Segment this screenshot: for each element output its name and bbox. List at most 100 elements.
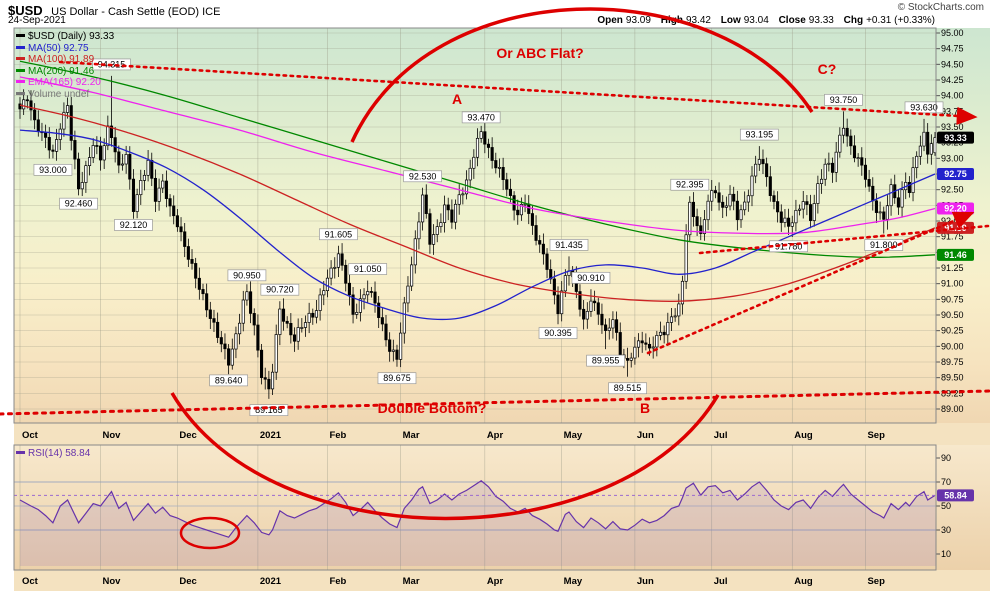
rsi-axis-label: 30 bbox=[941, 525, 951, 535]
month-label: Sep bbox=[867, 576, 885, 587]
price-axis-label: 95.00 bbox=[941, 28, 964, 38]
svg-text:93.195: 93.195 bbox=[746, 130, 774, 140]
svg-text:90.720: 90.720 bbox=[266, 285, 294, 295]
svg-text:91.46: 91.46 bbox=[944, 250, 967, 260]
price-axis-label: 94.50 bbox=[941, 59, 964, 69]
price-pivot-label bbox=[319, 228, 358, 241]
price-axis-label: 94.25 bbox=[941, 75, 964, 85]
chart-title: US Dollar - Cash Settle (EOD) ICE bbox=[51, 6, 221, 18]
svg-text:89.675: 89.675 bbox=[383, 373, 411, 383]
stockcharts-watermark: © StockCharts.com bbox=[897, 2, 984, 13]
svg-text:92.530: 92.530 bbox=[409, 171, 437, 181]
month-label: Feb bbox=[329, 576, 346, 587]
month-label: Apr bbox=[487, 576, 504, 587]
price-pivot-label bbox=[586, 354, 625, 367]
price-axis-label: 91.25 bbox=[941, 263, 964, 273]
header: $USD US Dollar - Cash Settle (EOD) ICE ©… bbox=[8, 2, 984, 20]
month-label: Dec bbox=[179, 576, 196, 587]
svg-text:91.050: 91.050 bbox=[354, 264, 382, 274]
month-label: 2021 bbox=[260, 430, 282, 441]
svg-text:93.000: 93.000 bbox=[39, 165, 67, 175]
legend-item-2: MA(200) 91.46 bbox=[16, 66, 114, 78]
symbol: $USD bbox=[8, 3, 43, 18]
price-pivot-label bbox=[260, 283, 300, 296]
svg-text:89.515: 89.515 bbox=[614, 383, 642, 393]
legend-item-3: EMA(165) 92.20 bbox=[16, 77, 114, 89]
svg-text:91.89: 91.89 bbox=[944, 223, 967, 233]
price-pivot-label bbox=[377, 372, 417, 385]
legend-line-icon bbox=[16, 45, 25, 49]
chg-label: Chg bbox=[843, 15, 864, 26]
price-pivot-label bbox=[209, 374, 248, 387]
month-label: Aug bbox=[794, 576, 813, 587]
svg-text:90.395: 90.395 bbox=[544, 328, 572, 338]
month-label: Mar bbox=[403, 576, 420, 587]
price-pivot-label bbox=[571, 271, 611, 284]
month-label: Dec bbox=[179, 430, 196, 441]
rsi-value-badge bbox=[937, 489, 974, 502]
price-axis-label: 90.50 bbox=[941, 310, 964, 320]
month-label: Jun bbox=[637, 576, 654, 587]
price-axis-label: 93.50 bbox=[941, 122, 964, 132]
legend-line-icon bbox=[16, 34, 25, 37]
month-label: Jun bbox=[637, 430, 654, 441]
svg-text:90.950: 90.950 bbox=[233, 270, 261, 280]
month-label: Oct bbox=[22, 430, 39, 441]
svg-text:92.75: 92.75 bbox=[944, 169, 967, 179]
month-label: May bbox=[564, 576, 583, 587]
price-axis-label: 90.25 bbox=[941, 326, 964, 336]
price-axis-label: 90.00 bbox=[941, 341, 964, 351]
price-axis-label: 90.75 bbox=[941, 294, 964, 304]
chg-value: +0.31 (+0.33%) bbox=[866, 15, 935, 26]
chart-date: 24-Sep-2021 bbox=[8, 15, 66, 26]
price-axis-label: 92.50 bbox=[941, 185, 964, 195]
price-axis-label: 91.00 bbox=[941, 279, 964, 289]
price-axis-label: 89.50 bbox=[941, 373, 964, 383]
rsi-axis-label: 10 bbox=[941, 549, 951, 559]
rsi-axis-label: 90 bbox=[941, 453, 951, 463]
svg-text:91.780: 91.780 bbox=[775, 241, 803, 251]
svg-text:91.435: 91.435 bbox=[555, 240, 583, 250]
price-axis-label: 93.00 bbox=[941, 153, 964, 163]
legend-item-1: MA(100) 91.89 bbox=[16, 54, 114, 66]
svg-text:92.460: 92.460 bbox=[65, 199, 93, 209]
legend-line-icon bbox=[16, 57, 25, 60]
svg-text:89.955: 89.955 bbox=[592, 356, 620, 366]
ma-value-badge bbox=[937, 168, 974, 180]
price-pivot-label bbox=[403, 170, 442, 183]
price-axis-label: 89.00 bbox=[941, 404, 964, 414]
price-pivot-label bbox=[670, 178, 710, 191]
svg-text:58.84: 58.84 bbox=[944, 491, 967, 501]
svg-text:90.910: 90.910 bbox=[577, 273, 605, 283]
legend-line-icon bbox=[16, 68, 25, 72]
price-axis-label: 94.00 bbox=[941, 91, 964, 101]
rsi-line-icon bbox=[16, 451, 25, 454]
svg-text:93.630: 93.630 bbox=[910, 102, 938, 112]
month-label: Aug bbox=[794, 430, 813, 441]
month-label: Jul bbox=[714, 576, 728, 587]
month-label: May bbox=[564, 430, 583, 441]
price-axis-label: 89.75 bbox=[941, 357, 964, 367]
price-pivot-label bbox=[549, 239, 589, 251]
price-pivot-label bbox=[227, 269, 267, 282]
month-label: Mar bbox=[403, 430, 420, 441]
svg-text:92.395: 92.395 bbox=[676, 180, 704, 190]
rsi-axis-label: 70 bbox=[941, 477, 951, 487]
legend-line-icon bbox=[16, 91, 25, 95]
price-pivot-label bbox=[538, 327, 578, 339]
title-block: $USD US Dollar - Cash Settle (EOD) ICE bbox=[8, 2, 220, 20]
price-pivot-label bbox=[114, 219, 153, 231]
svg-text:92.120: 92.120 bbox=[120, 220, 148, 230]
month-label: Oct bbox=[22, 576, 39, 587]
legend-item-4: Volume undef bbox=[16, 89, 114, 101]
month-label: Sep bbox=[867, 430, 885, 441]
price-pivot-label bbox=[348, 263, 388, 275]
svg-text:89.165: 89.165 bbox=[255, 405, 283, 415]
svg-text:93.470: 93.470 bbox=[467, 112, 495, 122]
price-pivot-label bbox=[59, 197, 98, 210]
rsi-legend: RSI(14) 58.84 bbox=[16, 448, 90, 459]
month-label: 2021 bbox=[260, 576, 282, 587]
svg-text:91.800: 91.800 bbox=[870, 240, 898, 250]
